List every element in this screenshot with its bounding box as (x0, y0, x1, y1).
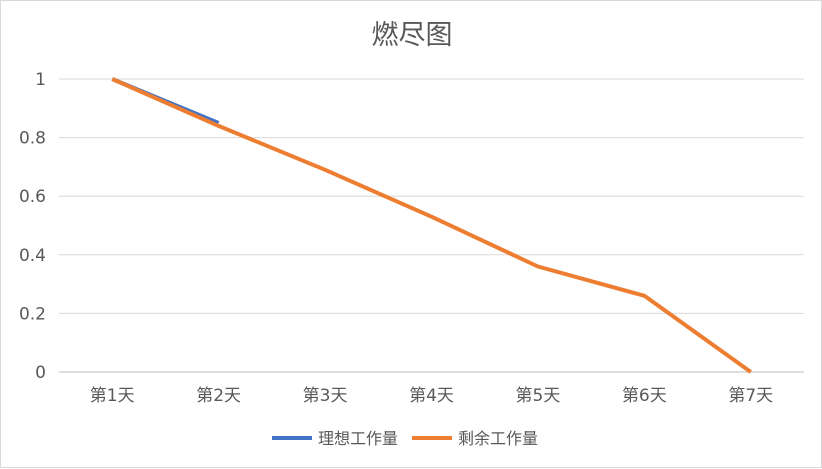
y-tick-label: 1 (35, 70, 46, 90)
x-axis-ticks: 第1天 第2天 第3天 第4天 第5天 第6天 第7天 (90, 386, 773, 406)
y-tick-label: 0 (35, 363, 46, 383)
x-tick-label: 第1天 (90, 386, 135, 406)
legend-label: 剩余工作量 (458, 429, 538, 448)
series-lines (111, 77, 752, 374)
x-tick-label: 第5天 (516, 386, 561, 406)
legend: 理想工作量 剩余工作量 (272, 429, 538, 448)
y-axis-ticks: 0 0.2 0.4 0.6 0.8 1 (19, 70, 46, 383)
x-tick-label: 第4天 (409, 386, 454, 406)
grid-lines (59, 78, 804, 373)
x-tick-label: 第3天 (303, 386, 348, 406)
series-line-2 (111, 77, 752, 374)
legend-label: 理想工作量 (318, 429, 398, 448)
y-tick-label: 0.4 (19, 246, 46, 266)
y-tick-label: 0.8 (19, 129, 46, 149)
y-tick-label: 0.2 (19, 304, 46, 324)
x-tick-label: 第2天 (196, 386, 241, 406)
y-tick-label: 0.6 (19, 187, 46, 207)
chart-title: 燃尽图 (372, 20, 453, 51)
x-tick-label: 第6天 (622, 386, 667, 406)
x-tick-label: 第7天 (728, 386, 773, 406)
